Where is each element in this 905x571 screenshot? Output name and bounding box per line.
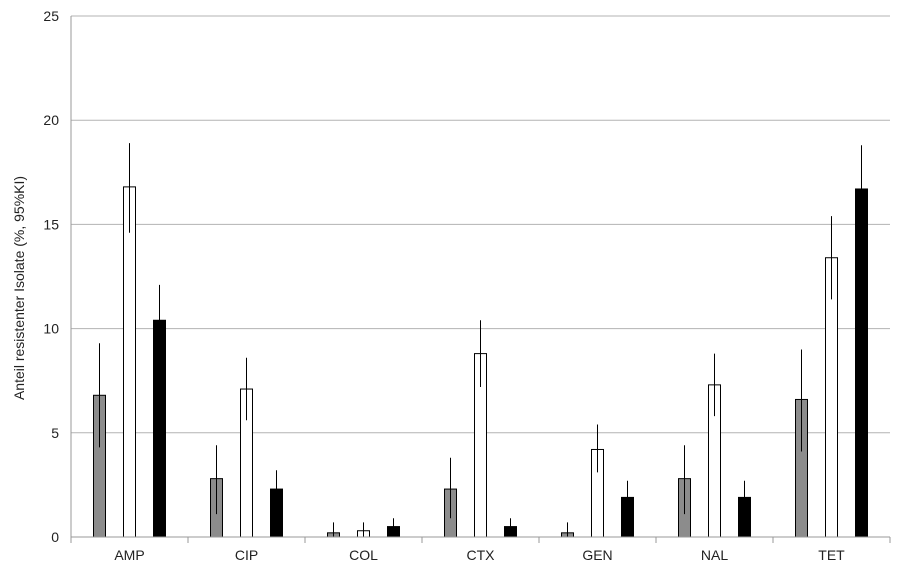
x-tick-label: AMP [114,547,144,563]
y-tick-label: 10 [43,321,59,337]
bars [93,143,868,538]
bar [825,257,838,538]
x-tick-label: CIP [235,547,258,563]
x-tick-label: GEN [582,547,612,563]
y-tick-label: 25 [43,8,59,24]
bar [855,188,868,538]
x-tick-label: TET [818,547,845,563]
y-tick-label: 20 [43,112,59,128]
x-tick-label: NAL [701,547,728,563]
x-tick-label: CTX [467,547,496,563]
y-tick-label: 5 [51,425,59,441]
gridlines [71,15,890,434]
y-axis-label: Anteil resistenter Isolate (%, 95%KI) [11,176,27,400]
x-tick-label: COL [349,547,378,563]
axes: 0 5 10 15 20 25 AMP CIP COL CTX GEN NAL TET [43,8,891,563]
y-tick-label: 15 [43,216,59,232]
y-tick-label: 0 [51,529,59,545]
bar [123,186,136,538]
